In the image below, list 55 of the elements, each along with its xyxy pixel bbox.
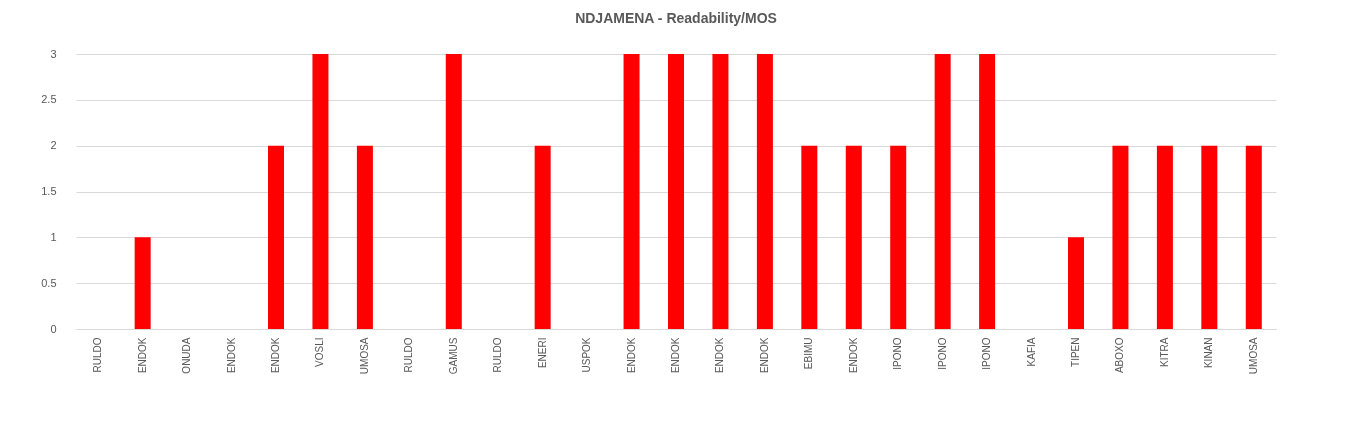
bar — [312, 54, 329, 329]
y-tick-label: 2.5 — [41, 93, 57, 106]
bar — [1156, 145, 1173, 329]
x-tick-label: IPONO — [892, 337, 904, 370]
y-tick-label: 0.5 — [41, 276, 57, 289]
x-tick-label: ENDOK — [670, 337, 681, 374]
x-tick-label: IPONO — [981, 337, 993, 370]
x-tick-label: UMOSA — [358, 337, 370, 375]
y-tick-label: 1.5 — [41, 185, 57, 197]
bar — [890, 145, 907, 329]
x-tick-label: ENDOK — [625, 337, 637, 374]
bar — [534, 145, 551, 329]
x-tick-label: KITRA — [1158, 337, 1170, 367]
bar — [445, 54, 462, 329]
x-tick-label: ABOXO — [1114, 337, 1126, 374]
bar — [712, 54, 729, 329]
x-tick-label: ENDOK — [136, 337, 148, 374]
bar — [668, 54, 684, 329]
x-tick-label: ENDOK — [847, 337, 859, 374]
x-tick-label: ONUDA — [181, 337, 193, 374]
x-tick-label: VOSLI — [314, 337, 326, 367]
bar — [356, 145, 373, 329]
y-tick-label: 1 — [50, 230, 57, 243]
x-tick-label: IPONO — [936, 337, 948, 370]
x-tick-label: EBIMU — [803, 337, 815, 370]
bar — [845, 145, 862, 329]
x-tick-label: KINAN — [1203, 337, 1215, 369]
x-tick-label: ENDOK — [270, 337, 281, 374]
x-tick-label: USPOK — [581, 337, 593, 373]
x-tick-label: ENDOK — [758, 337, 770, 374]
bar — [979, 54, 996, 329]
x-tick-label: GAMUS — [447, 337, 459, 375]
bar — [801, 145, 818, 329]
bar — [1245, 145, 1262, 329]
bar — [623, 54, 640, 329]
bar — [134, 237, 151, 329]
x-tick-label: KAFIA — [1025, 337, 1037, 367]
x-tick-label: UMOSA — [1247, 337, 1259, 375]
x-tick-label: RULDO — [92, 337, 104, 373]
bar — [934, 54, 951, 329]
chart-title: NDJAMENA - Readability/MOS — [575, 10, 777, 26]
y-tick-label: 2 — [50, 139, 57, 152]
bar — [1068, 237, 1084, 329]
bar — [268, 145, 284, 329]
y-tick-label: 0 — [50, 322, 57, 335]
x-tick-label: RULDO — [492, 337, 504, 373]
x-tick-label: ENDOK — [714, 337, 726, 374]
bar — [1112, 145, 1129, 329]
x-tick-label: RULDO — [403, 337, 415, 373]
x-tick-label: TIPEN — [1070, 337, 1081, 367]
x-tick-label: ENDOK — [225, 337, 237, 374]
y-tick-label: 3 — [50, 47, 57, 60]
bar — [756, 54, 773, 329]
bar — [1201, 145, 1218, 329]
x-tick-label: ENERI — [536, 337, 548, 369]
